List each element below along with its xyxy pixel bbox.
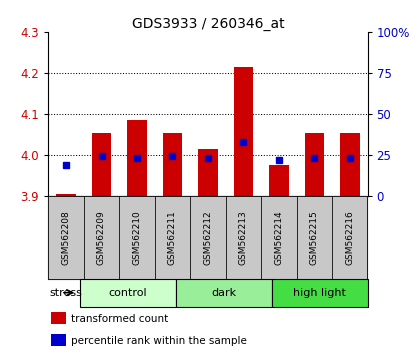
Text: GSM562214: GSM562214	[274, 210, 284, 265]
Text: transformed count: transformed count	[71, 314, 168, 324]
Text: GSM562212: GSM562212	[203, 210, 213, 265]
Bar	[269, 165, 289, 196]
Bar	[92, 133, 111, 196]
Title: GDS3933 / 260346_at: GDS3933 / 260346_at	[131, 17, 284, 31]
Bar	[119, 196, 155, 279]
Text: GSM562209: GSM562209	[97, 210, 106, 265]
Bar	[261, 196, 297, 279]
Bar	[176, 279, 272, 307]
Bar	[84, 196, 119, 279]
Text: high light: high light	[293, 288, 346, 298]
Bar	[127, 120, 147, 196]
Text: GSM562208: GSM562208	[62, 210, 71, 265]
Bar	[226, 196, 261, 279]
Text: GSM562213: GSM562213	[239, 210, 248, 265]
Bar	[52, 334, 66, 346]
Text: GSM562211: GSM562211	[168, 210, 177, 265]
Bar	[52, 312, 66, 324]
Text: control: control	[109, 288, 147, 298]
Bar	[332, 196, 368, 279]
Bar	[297, 196, 332, 279]
Bar	[340, 133, 360, 196]
Bar	[155, 196, 190, 279]
Text: GSM562215: GSM562215	[310, 210, 319, 265]
Text: dark: dark	[211, 288, 236, 298]
Text: GSM562216: GSM562216	[345, 210, 354, 265]
Bar	[304, 133, 324, 196]
Text: percentile rank within the sample: percentile rank within the sample	[71, 336, 247, 346]
Bar	[163, 133, 182, 196]
Bar	[198, 149, 218, 196]
Bar	[48, 196, 84, 279]
Bar	[272, 279, 368, 307]
Bar	[234, 67, 253, 196]
Text: GSM562210: GSM562210	[132, 210, 142, 265]
Text: stress: stress	[50, 288, 83, 298]
Bar	[190, 196, 226, 279]
Bar	[80, 279, 176, 307]
Bar	[56, 194, 76, 196]
